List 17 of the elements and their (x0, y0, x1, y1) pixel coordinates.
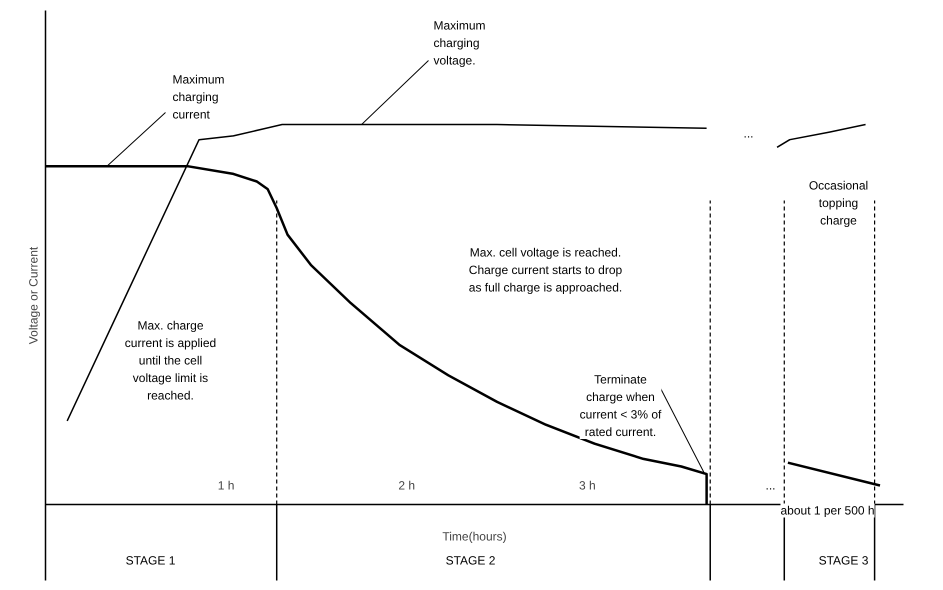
annotation: Maximum charging voltage. (434, 18, 486, 68)
annotation: Terminate charge when current < 3% of rated current. (580, 372, 662, 439)
annotation: Maximum charging current (172, 72, 225, 122)
annotation: ... (744, 126, 754, 140)
annotation: Max. cell voltage is reached. Charge current starts to drop as full charge is approached. (468, 246, 623, 294)
x-tick-label: 1 h (218, 478, 234, 492)
annotation: Occasional topping charge (808, 178, 868, 228)
annotation: ... (766, 478, 776, 492)
annotation: about 1 per 500 h (780, 504, 875, 518)
text: STAGE 3 (818, 554, 869, 568)
x-axis-title: Time(hours) (442, 530, 507, 544)
y-axis-title: Voltage or Current (26, 246, 40, 344)
text: STAGE 1 (126, 554, 176, 568)
text: STAGE 2 (446, 554, 496, 568)
annotation: Max. charge current is applied until the cell voltage limit is reached. (124, 318, 216, 402)
x-tick-label: 3 h (579, 478, 596, 492)
x-tick-label: 2 h (398, 478, 416, 492)
